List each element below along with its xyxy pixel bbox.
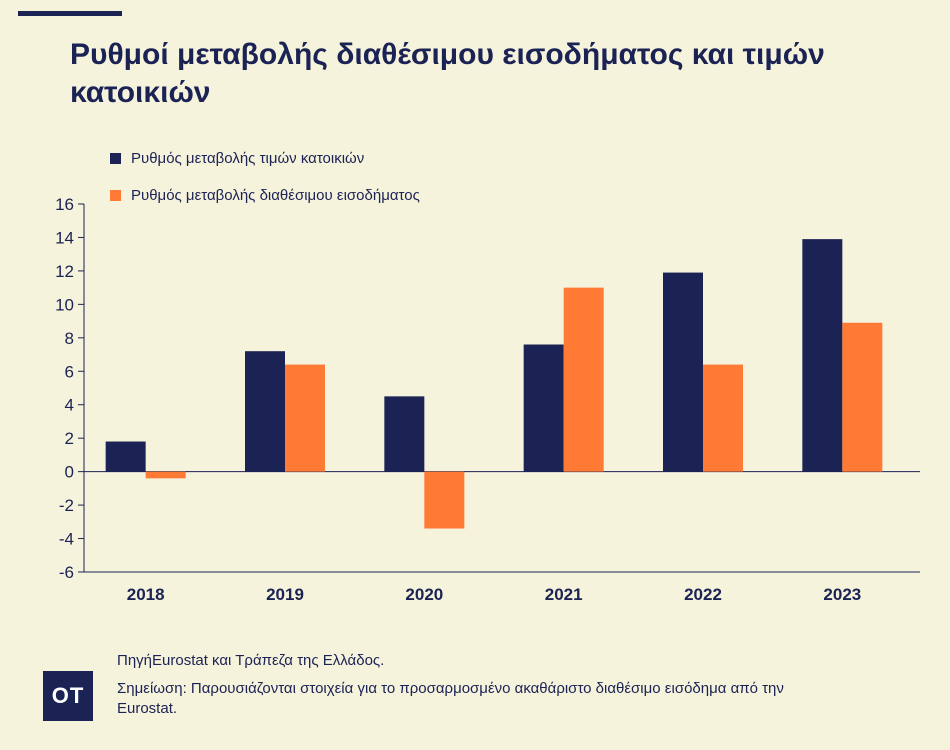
bar-disposable-income-2022 — [703, 364, 743, 472]
x-tick-label: 2023 — [823, 585, 861, 604]
legend-swatch-house-prices — [110, 153, 121, 164]
y-tick-label: -4 — [59, 530, 74, 549]
y-tick-label: -2 — [59, 496, 74, 515]
x-tick-label: 2021 — [545, 585, 583, 604]
y-tick-label: 6 — [65, 362, 74, 381]
bar-disposable-income-2023 — [842, 322, 883, 472]
y-tick-label: 0 — [65, 463, 74, 482]
y-tick-label: 10 — [55, 295, 74, 314]
bar-house-prices-2019 — [245, 351, 285, 472]
y-tick-label: 4 — [65, 396, 74, 415]
y-tick-label: 12 — [55, 262, 74, 281]
y-tick-label: -6 — [59, 563, 74, 582]
bar-chart: 16 14 12 10 8 6 4 2 0 -2 -4 -6 2018 2019 2020 2021 2022 2… — [55, 195, 920, 604]
x-tick-label: 2019 — [266, 585, 304, 604]
legend-swatch-disposable-income — [110, 190, 121, 201]
x-tick-label: 2020 — [405, 585, 443, 604]
y-tick-label: 14 — [55, 228, 74, 247]
x-tick-label: 2018 — [127, 585, 165, 604]
legend-item-house-prices: Ρυθμός μεταβολής τιμών κατοικιών — [110, 150, 364, 167]
source-note: ΠηγήEurostat και Τράπεζα της Ελλάδος. — [117, 652, 385, 669]
bar-house-prices-2022 — [663, 272, 703, 472]
y-tick-label: 8 — [65, 329, 74, 348]
legend-label-disposable-income: Ρυθμός μεταβολής διαθέσιμου εισοδήματος — [131, 187, 420, 204]
bar-disposable-income-2020 — [424, 471, 465, 529]
y-tick-label: 16 — [55, 195, 74, 214]
top-accent-rule — [18, 11, 122, 16]
bar-house-prices-2018 — [105, 441, 146, 472]
bar-disposable-income-2018 — [145, 471, 186, 479]
x-tick-label: 2022 — [684, 585, 722, 604]
bar-house-prices-2020 — [384, 396, 425, 472]
methodology-note: Σημείωση: Παρουσιάζονται στοιχεία για το… — [117, 680, 784, 717]
bar-disposable-income-2019 — [285, 364, 325, 472]
bar-house-prices-2023 — [802, 239, 843, 472]
bar-house-prices-2021 — [523, 344, 564, 472]
chart-title: Ρυθμοί μεταβολής διαθέσιμου εισοδήματος … — [70, 38, 825, 109]
legend-item-disposable-income: Ρυθμός μεταβολής διαθέσιμου εισοδήματος — [110, 187, 420, 204]
ot-logo: OT — [43, 671, 93, 721]
y-tick-label: 2 — [65, 429, 74, 448]
bar-disposable-income-2021 — [563, 287, 604, 472]
legend-label-house-prices: Ρυθμός μεταβολής τιμών κατοικιών — [131, 150, 365, 167]
